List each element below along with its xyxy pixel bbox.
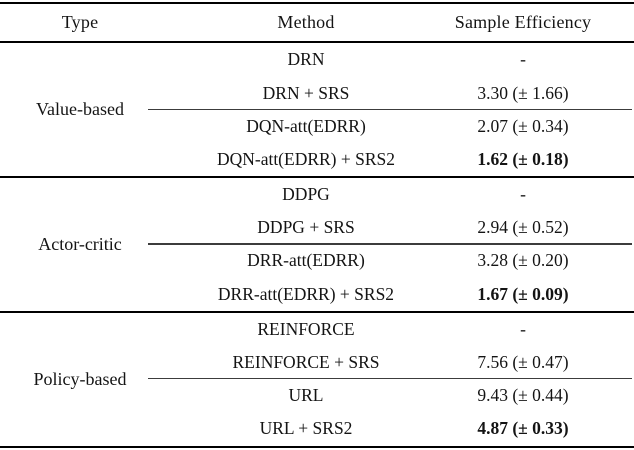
method-cell: REINFORCE <box>257 318 355 339</box>
method-cell: DDPG + SRS <box>257 217 355 238</box>
method-cell: DDPG <box>282 183 330 204</box>
group-policy-based: Policy-based REINFORCE - REINFORCE + SRS… <box>0 313 634 446</box>
method-cell: DRR-att(EDRR) + SRS2 <box>217 283 395 304</box>
value-cell: - <box>520 49 526 70</box>
group-separator-rule <box>0 310 634 313</box>
col-header-type: Type <box>61 12 99 33</box>
type-cell: Actor-critic <box>38 233 122 254</box>
value-cell: 9.43 (± 0.44) <box>477 385 569 406</box>
method-cell: REINFORCE + SRS <box>232 351 380 372</box>
value-cell: 2.07 (± 0.34) <box>477 115 569 136</box>
method-cell: DRR-att(EDRR) <box>247 250 365 271</box>
partial-rule <box>148 108 632 110</box>
method-cell: DQN-att(EDRR) + SRS2 <box>216 149 396 170</box>
partial-rule <box>148 243 632 245</box>
group-separator-rule <box>0 176 634 178</box>
group-value-based: Value-based DRN - DRN + SRS 3.30 (± 1.66… <box>0 43 634 176</box>
partial-rule <box>148 378 632 380</box>
type-cell: Value-based <box>36 99 124 120</box>
method-cell: URL + SRS2 <box>259 418 353 439</box>
col-header-method: Method <box>277 12 335 33</box>
group-actor-critic: Actor-critic DDPG - DDPG + SRS 2.94 (± 0… <box>0 178 634 311</box>
method-cell: DRN + SRS <box>262 82 350 103</box>
table-header-row: Type Method Sample Efficiency <box>0 4 634 41</box>
method-cell: DQN-att(EDRR) <box>246 115 366 136</box>
value-cell: 7.56 (± 0.47) <box>477 351 569 372</box>
value-cell: 2.94 (± 0.52) <box>477 217 569 238</box>
value-cell: 3.30 (± 1.66) <box>477 82 569 103</box>
value-cell-best: 4.87 (± 0.33) <box>477 418 569 439</box>
value-cell: - <box>520 318 526 339</box>
col-header-sample-efficiency: Sample Efficiency <box>454 12 592 33</box>
value-cell: 3.28 (± 0.20) <box>477 250 569 271</box>
value-cell: - <box>520 183 526 204</box>
method-cell: DRN <box>287 49 325 70</box>
value-cell-best: 1.62 (± 0.18) <box>477 149 569 170</box>
value-cell-best: 1.67 (± 0.09) <box>477 283 569 304</box>
bottom-rule <box>0 445 634 449</box>
method-cell: URL <box>288 385 324 406</box>
type-cell: Policy-based <box>33 368 127 389</box>
top-rule <box>0 1 634 5</box>
header-rule <box>0 41 634 44</box>
